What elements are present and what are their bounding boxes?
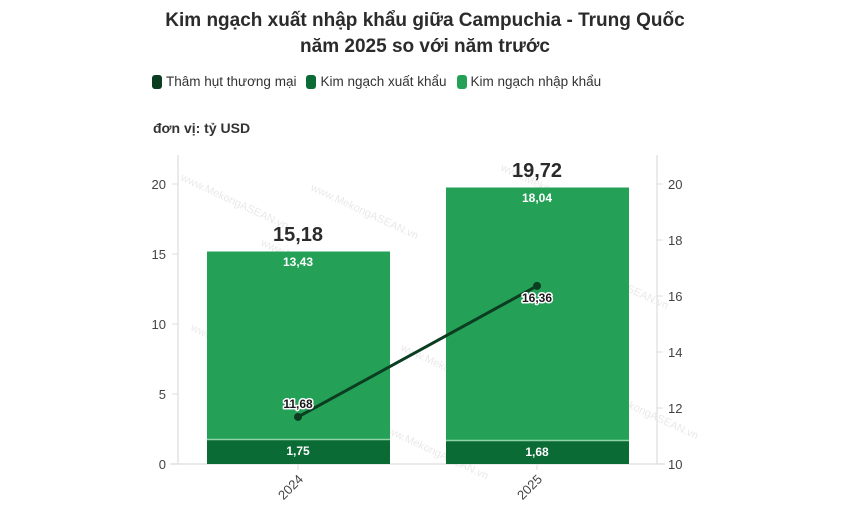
left-tick: 20 bbox=[152, 177, 166, 192]
bar-exports-2025[interactable] bbox=[446, 440, 629, 465]
x-tick-2024: 2024 bbox=[275, 472, 306, 503]
deficit-label-2024: 11,68 bbox=[283, 397, 313, 411]
label-imports-2025: 18,04 bbox=[522, 191, 552, 205]
left-tick: 5 bbox=[159, 387, 166, 402]
bar-group-2025[interactable]: 18,04 1,68 19,72 bbox=[446, 160, 629, 464]
label-exports-2025: 1,68 bbox=[525, 445, 549, 459]
left-tick: 10 bbox=[152, 317, 166, 332]
label-imports-2024: 13,43 bbox=[283, 255, 313, 269]
right-axis: 10 12 14 16 18 20 bbox=[657, 177, 682, 472]
legend-item-exports[interactable]: Kim ngạch xuất khẩu bbox=[306, 74, 447, 89]
deficit-line-series[interactable]: 11,68 16,36 bbox=[282, 281, 554, 421]
left-tick: 15 bbox=[152, 247, 166, 262]
right-tick: 12 bbox=[668, 401, 682, 416]
right-tick: 16 bbox=[668, 289, 682, 304]
x-tick-2025: 2025 bbox=[514, 472, 545, 503]
legend-swatch-exports bbox=[306, 74, 317, 89]
left-tick: 0 bbox=[159, 457, 166, 472]
total-label-2024: 15,18 bbox=[273, 224, 323, 246]
deficit-line bbox=[297, 284, 538, 419]
bar-exports-2024[interactable] bbox=[207, 439, 390, 465]
svg-text:www.MekongASEAN.vn: www.MekongASEAN.vn bbox=[308, 181, 420, 242]
legend-label-exports: Kim ngạch xuất khẩu bbox=[320, 74, 447, 89]
legend-label-deficit: Thâm hụt thương mại bbox=[166, 74, 297, 89]
chart-title-line1: Kim ngạch xuất nhập khẩu giữa Campuchia … bbox=[165, 10, 685, 31]
unit-label: đơn vị: tỷ USD bbox=[153, 120, 251, 136]
left-axis: 0 5 10 15 20 bbox=[152, 177, 178, 472]
deficit-point-2025[interactable] bbox=[533, 281, 541, 290]
bar-imports-2025[interactable] bbox=[446, 187, 629, 441]
legend-swatch-deficit bbox=[152, 74, 162, 89]
chart-title-line2: năm 2025 so với năm trước bbox=[300, 36, 550, 57]
legend-swatch-imports bbox=[456, 74, 467, 89]
right-tick: 20 bbox=[668, 177, 682, 192]
total-label-2025: 19,72 bbox=[512, 160, 562, 182]
right-tick: 18 bbox=[668, 233, 682, 248]
deficit-point-2024[interactable] bbox=[294, 412, 302, 421]
bar-imports-2024[interactable] bbox=[207, 251, 390, 440]
legend-item-imports[interactable]: Kim ngạch nhập khẩu bbox=[456, 74, 602, 89]
label-exports-2024: 1,75 bbox=[286, 444, 310, 458]
deficit-label-2025: 16,36 bbox=[522, 291, 552, 305]
legend-item-deficit[interactable]: Thâm hụt thương mại bbox=[152, 74, 296, 89]
bar-group-2024[interactable]: 13,43 1,75 15,18 bbox=[207, 224, 390, 464]
right-tick: 10 bbox=[668, 457, 682, 472]
chart-title: Kim ngạch xuất nhập khẩu giữa Campuchia … bbox=[0, 8, 850, 60]
right-tick: 14 bbox=[668, 345, 682, 360]
chart-legend: Thâm hụt thương mại Kim ngạch xuất khẩu … bbox=[152, 74, 601, 89]
legend-label-imports: Kim ngạch nhập khẩu bbox=[470, 74, 602, 89]
